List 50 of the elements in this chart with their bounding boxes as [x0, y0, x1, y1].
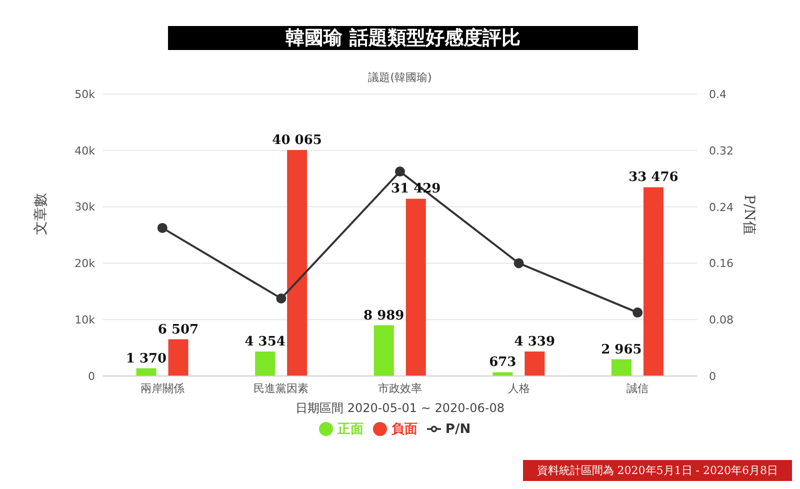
y-tick-label: 30k: [74, 200, 96, 214]
bar: [255, 351, 276, 376]
bar: [492, 372, 513, 376]
chart-title: 韓國瑜 話題類型好感度評比: [168, 26, 638, 50]
x-axis-title: 日期區間 2020-05-01 ~ 2020-06-08: [296, 401, 504, 415]
data-label: 40 065: [272, 133, 322, 148]
data-label: 4 339: [514, 334, 556, 350]
y2-tick-label: 0.32: [709, 144, 734, 158]
data-label: 2 965: [601, 342, 642, 358]
bar: [136, 368, 156, 376]
text: 資料統計區間為 2020年5月1日 - 2020年6月8日: [522, 460, 792, 481]
y2-tick-label: 0.16: [709, 257, 734, 270]
bar: [287, 150, 308, 376]
bar: [611, 359, 632, 376]
bar: [374, 325, 394, 376]
x-tick-label: 市政效率: [378, 382, 422, 395]
x-tick-label: 民進黨因素: [254, 382, 309, 395]
data-label: 4 354: [244, 334, 286, 350]
point: [514, 258, 524, 268]
y-tick-label: 10k: [74, 314, 96, 327]
data-label: 8 989: [364, 308, 404, 324]
legend-label: 正面: [337, 422, 364, 437]
y-tick-label: 20k: [74, 257, 96, 270]
legend-label: 負面: [391, 422, 418, 437]
y2-tick-label: 0: [709, 370, 716, 383]
y2-tick-label: 0.4: [709, 88, 726, 101]
bar: [168, 339, 188, 376]
y-tick-label: 0: [88, 370, 95, 383]
data-label: 673: [489, 355, 516, 370]
y2-axis-title: P/N值: [741, 194, 758, 235]
point: [157, 222, 168, 233]
y2-tick-label: 0.24: [709, 200, 734, 214]
point: [395, 166, 405, 177]
data-label: 1 370: [126, 351, 167, 366]
bar: [524, 352, 545, 376]
x-tick-label: 人格: [508, 382, 530, 395]
y-tick-label: 40k: [74, 144, 96, 158]
bar: [406, 198, 426, 376]
point: [276, 293, 286, 304]
y-tick-label: 50k: [74, 88, 96, 101]
bar: [643, 187, 664, 376]
y2-tick-label: 0.08: [709, 314, 734, 327]
chart-subtitle: 議題(韓國瑜): [367, 70, 433, 85]
point: [632, 308, 643, 318]
data-label: 33 476: [628, 170, 678, 186]
x-tick-label: 兩岸關係: [140, 382, 184, 395]
x-tick-label: 誠信: [626, 382, 649, 395]
data-label: 6 507: [158, 322, 199, 338]
legend-label: P/N: [445, 422, 471, 437]
y-axis-title: 文章數: [32, 193, 49, 235]
